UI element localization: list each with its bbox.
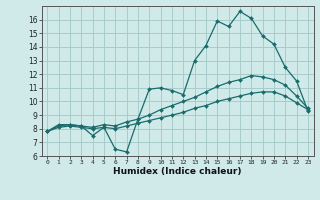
- X-axis label: Humidex (Indice chaleur): Humidex (Indice chaleur): [113, 167, 242, 176]
